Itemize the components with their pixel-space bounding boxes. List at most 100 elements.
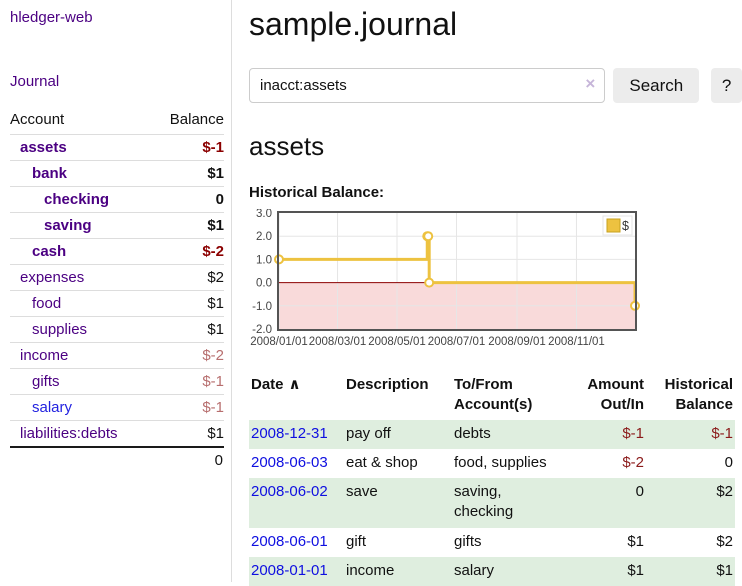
account-link-checking[interactable]: checking <box>44 191 110 208</box>
account-balance: $1 <box>207 425 224 442</box>
account-row: saving $1 <box>10 212 224 238</box>
amount-column-header: Amount Out/In <box>587 376 644 414</box>
accounts-table: Account Balance assets $-1 bank $1 checking 0… <box>10 107 224 473</box>
transaction-description: income <box>346 561 395 579</box>
transaction-balance: $-1 <box>711 424 733 442</box>
svg-text:2008/03/01: 2008/03/01 <box>309 336 367 348</box>
transaction-amount: $-2 <box>622 453 644 471</box>
account-link-saving[interactable]: saving <box>44 217 92 234</box>
svg-text:1.0: 1.0 <box>256 254 272 266</box>
account-balance: $2 <box>207 269 224 286</box>
account-link-assets[interactable]: assets <box>20 139 67 156</box>
historical-balance-chart: $3.0 2.0 1.0 0.0 -1.0 -2.0 2008/01/01 2008/03/0… <box>249 208 742 356</box>
search-button[interactable]: Search <box>613 68 700 103</box>
help-button[interactable]: ? <box>711 68 742 103</box>
description-column-header: Description <box>346 376 429 393</box>
svg-text:-1.0: -1.0 <box>252 301 272 313</box>
transaction-description: save <box>346 483 378 500</box>
transaction-row: 2008-06-02 save saving, checking 0 $2 <box>249 478 735 528</box>
sort-ascending-icon: ∧ <box>288 376 301 393</box>
search-input[interactable] <box>249 68 606 103</box>
svg-text:2008/09/01: 2008/09/01 <box>488 336 546 348</box>
transaction-amount: $-1 <box>622 424 644 442</box>
transaction-accounts: debts <box>454 424 491 442</box>
sidebar: hledger-web Journal Account Balance asse… <box>0 0 232 582</box>
svg-text:-2.0: -2.0 <box>252 324 272 336</box>
account-link-supplies[interactable]: supplies <box>32 321 88 338</box>
transaction-row: 2008-01-01 income salary $1 $1 <box>249 556 735 586</box>
balance-column-header: Historical Balance <box>664 376 733 414</box>
chart-label: Historical Balance: <box>249 184 385 201</box>
account-balance: $1 <box>207 165 224 182</box>
account-row: assets $-1 <box>10 134 224 160</box>
transaction-description: pay off <box>346 424 391 442</box>
account-balance: $-2 <box>202 347 224 364</box>
register-table: Date ∧ Description To/From Account(s) Amo… <box>249 372 735 586</box>
transaction-date-link[interactable]: 2008-12-31 <box>251 424 328 442</box>
account-row: cash $-2 <box>10 238 224 264</box>
svg-text:2008/05/01: 2008/05/01 <box>368 336 426 348</box>
svg-text:$: $ <box>622 219 629 233</box>
transaction-amount: 0 <box>635 483 644 500</box>
svg-text:2.0: 2.0 <box>256 231 272 243</box>
account-link-food[interactable]: food <box>32 295 62 312</box>
account-balance: $1 <box>207 321 224 338</box>
account-link-liabilities-debts[interactable]: liabilities:debts <box>20 425 118 442</box>
svg-text:0.0: 0.0 <box>256 278 272 290</box>
account-row: food $1 <box>10 290 224 316</box>
account-balance: 0 <box>215 191 224 208</box>
transaction-date-link[interactable]: 2008-06-03 <box>251 453 328 471</box>
transaction-balance: $1 <box>716 561 733 579</box>
transaction-row: 2008-12-31 pay off debts $-1 $-1 <box>249 419 735 449</box>
transaction-accounts: gifts <box>454 532 482 550</box>
account-link-gifts[interactable]: gifts <box>32 373 60 390</box>
transaction-amount: $1 <box>627 561 644 579</box>
balance-column-header: Balance <box>169 111 224 128</box>
account-balance: $-1 <box>202 373 224 390</box>
account-row: checking 0 <box>10 186 224 212</box>
account-row: supplies $1 <box>10 316 224 342</box>
account-heading: assets <box>249 131 325 161</box>
accounts-table-header: Account Balance <box>10 107 224 134</box>
transaction-balance: 0 <box>724 453 733 471</box>
account-link-salary[interactable]: salary <box>32 399 73 416</box>
transaction-balance: $2 <box>716 532 733 550</box>
transaction-description: eat & shop <box>346 453 418 471</box>
search-form: × Search ? <box>249 68 742 103</box>
svg-text:2008/01/01: 2008/01/01 <box>250 336 308 348</box>
transaction-date-link[interactable]: 2008-01-01 <box>251 561 328 579</box>
account-row: gifts $-1 <box>10 368 224 394</box>
account-column-header: Account <box>10 111 65 128</box>
main-content: sample.journal × Search ? assets Histori… <box>249 0 742 586</box>
page-title: sample.journal <box>249 6 458 42</box>
app-title-link[interactable]: hledger-web <box>10 9 93 26</box>
account-balance: $-2 <box>202 243 224 260</box>
transaction-accounts: food, supplies <box>454 453 547 471</box>
clear-search-icon[interactable]: × <box>585 74 596 93</box>
account-link-income[interactable]: income <box>20 347 69 364</box>
transaction-description: gift <box>346 532 367 550</box>
tofrom-column-header: To/From Account(s) <box>454 376 533 414</box>
account-row: liabilities:debts $1 <box>10 420 224 446</box>
sidebar-item-journal[interactable]: Journal <box>10 73 60 90</box>
svg-text:2008/11/01: 2008/11/01 <box>548 336 605 348</box>
account-balance: $-1 <box>202 139 224 156</box>
transaction-balance: $2 <box>716 483 733 500</box>
transaction-accounts: saving, checking <box>454 483 514 521</box>
account-row: expenses $2 <box>10 264 224 290</box>
transaction-date-link[interactable]: 2008-06-01 <box>251 532 328 550</box>
accounts-total-value: 0 <box>214 452 223 469</box>
transaction-accounts: salary <box>454 561 495 579</box>
register-header-row: Date ∧ Description To/From Account(s) Amo… <box>249 372 735 420</box>
transaction-date-link[interactable]: 2008-06-02 <box>251 483 328 500</box>
account-row: salary $-1 <box>10 394 224 420</box>
account-link-cash[interactable]: cash <box>32 243 67 260</box>
account-link-bank[interactable]: bank <box>32 165 68 182</box>
date-column-header[interactable]: Date ∧ <box>251 376 301 393</box>
account-link-expenses[interactable]: expenses <box>20 269 85 286</box>
search-box: × <box>249 68 606 103</box>
account-balance: $1 <box>207 295 224 312</box>
account-row: bank $1 <box>10 160 224 186</box>
account-row: income $-2 <box>10 342 224 368</box>
transaction-row: 2008-06-01 gift gifts $1 $2 <box>249 528 735 557</box>
